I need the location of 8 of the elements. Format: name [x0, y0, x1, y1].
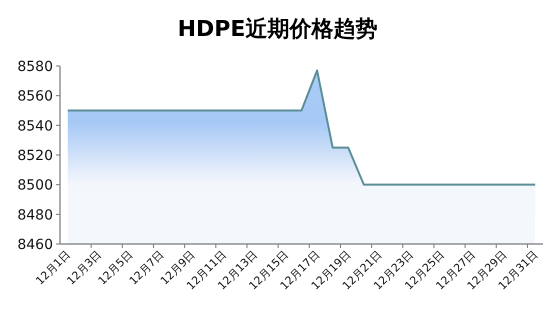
y-tick-label: 8480: [17, 207, 53, 224]
title: HDPE近期价格趋势: [178, 17, 378, 42]
y-tick-label: 8540: [17, 118, 53, 134]
y-tick-label: 8520: [17, 148, 53, 164]
y-tick-label: 8580: [17, 59, 53, 75]
y-tick-label: 8500: [17, 178, 53, 194]
y-tick-label: 8460: [17, 237, 53, 253]
y-tick-label: 8560: [17, 88, 53, 105]
